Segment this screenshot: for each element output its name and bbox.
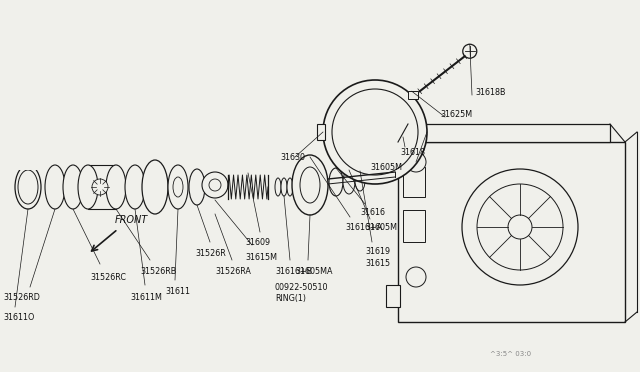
Text: 31615: 31615: [365, 260, 390, 269]
Bar: [383, 147, 399, 172]
Text: 31616+B: 31616+B: [275, 267, 312, 276]
Text: 31605MA: 31605MA: [295, 267, 333, 276]
Ellipse shape: [168, 165, 188, 209]
Ellipse shape: [275, 178, 281, 196]
Ellipse shape: [63, 165, 83, 209]
Text: 31526RA: 31526RA: [215, 267, 251, 276]
Bar: [398, 142, 625, 322]
Ellipse shape: [329, 168, 343, 196]
Text: 31615M: 31615M: [245, 253, 277, 262]
Text: 31630: 31630: [280, 153, 305, 161]
Ellipse shape: [292, 155, 328, 215]
Circle shape: [508, 215, 532, 239]
Text: 31611M: 31611M: [130, 292, 162, 301]
Text: 31609: 31609: [245, 237, 270, 247]
Bar: [408, 91, 418, 99]
Text: 31618B: 31618B: [475, 87, 506, 96]
Ellipse shape: [287, 178, 293, 196]
Ellipse shape: [45, 165, 65, 209]
Bar: [88, 165, 116, 209]
Ellipse shape: [189, 169, 205, 205]
Circle shape: [332, 89, 418, 175]
Bar: [403, 167, 425, 197]
Text: FRONT: FRONT: [115, 215, 148, 225]
Ellipse shape: [142, 160, 168, 214]
Text: 00922-50510: 00922-50510: [275, 282, 328, 292]
Text: 31526R: 31526R: [195, 250, 226, 259]
Text: 31605M: 31605M: [365, 222, 397, 231]
Circle shape: [406, 152, 426, 172]
Text: 31611: 31611: [165, 288, 190, 296]
Ellipse shape: [15, 165, 41, 209]
Text: 31526RB: 31526RB: [140, 267, 176, 276]
Ellipse shape: [106, 165, 126, 209]
Circle shape: [406, 267, 426, 287]
Bar: [14, 162, 42, 170]
Circle shape: [92, 179, 108, 195]
Text: 31618: 31618: [400, 148, 425, 157]
Circle shape: [323, 80, 427, 184]
Ellipse shape: [281, 178, 287, 196]
Ellipse shape: [18, 170, 38, 204]
Bar: [380, 148, 400, 170]
Text: 31616: 31616: [360, 208, 385, 217]
Ellipse shape: [173, 177, 183, 197]
Bar: [408, 124, 610, 142]
Text: ^3:5^ 03:0: ^3:5^ 03:0: [490, 351, 531, 357]
Ellipse shape: [300, 167, 320, 203]
Text: 31625M: 31625M: [440, 109, 472, 119]
Text: 31526RC: 31526RC: [90, 273, 126, 282]
Ellipse shape: [78, 165, 98, 209]
Ellipse shape: [343, 170, 355, 194]
Text: 31526RD: 31526RD: [3, 292, 40, 301]
Text: 31619: 31619: [365, 247, 390, 257]
Text: RING(1): RING(1): [275, 295, 306, 304]
Circle shape: [202, 172, 228, 198]
Circle shape: [462, 169, 578, 285]
Bar: [403, 210, 425, 242]
Text: 31611O: 31611O: [3, 312, 35, 321]
Ellipse shape: [355, 171, 365, 191]
Bar: [386, 285, 400, 307]
Circle shape: [477, 184, 563, 270]
Text: 31605M: 31605M: [370, 163, 402, 171]
Bar: [317, 124, 325, 140]
Circle shape: [463, 44, 477, 58]
Circle shape: [209, 179, 221, 191]
Text: 31616+A: 31616+A: [345, 222, 382, 231]
Ellipse shape: [125, 165, 145, 209]
